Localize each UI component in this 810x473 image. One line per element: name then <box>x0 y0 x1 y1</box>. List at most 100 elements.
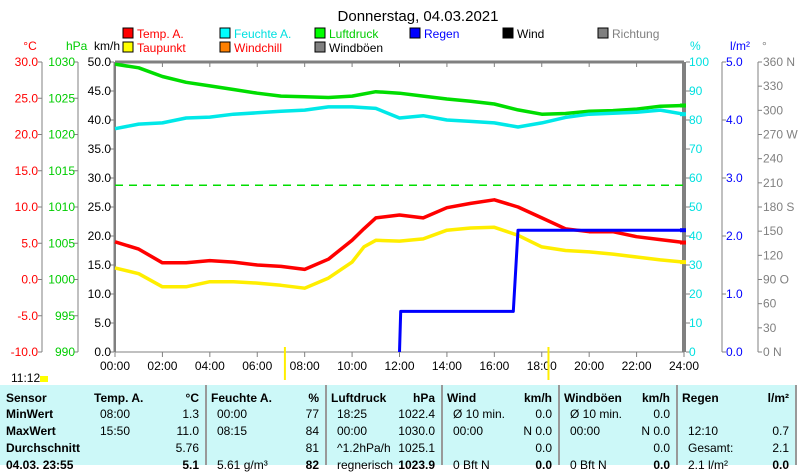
tick-label-temp: 15.0 <box>15 164 39 178</box>
table-header: Windböen km/h <box>558 390 676 406</box>
x-tick-label: 06:00 <box>242 359 272 373</box>
cell-label: 2.1 l/m² <box>688 458 729 472</box>
x-tick-label: 04:00 <box>195 359 225 373</box>
legend-label: Temp. A. <box>137 27 184 41</box>
table-row: 00:00 N 0.0 <box>441 423 558 439</box>
table-row: 81 <box>205 440 325 456</box>
tick-label-humidity: 10 <box>689 316 703 330</box>
axis-unit-humidity: % <box>690 39 701 53</box>
cell-label: Gesamt: <box>688 441 734 455</box>
axis-unit-direction: ° <box>762 39 767 53</box>
table-row: 00:00 1030.0 <box>325 423 441 439</box>
column-unit: hPa <box>412 391 435 405</box>
tick-label-rain: 4.0 <box>726 113 743 127</box>
table-column: Sensor MinWert MaxWert Durchschnitt 04.03. 2… <box>0 385 88 472</box>
series-end-marker <box>680 228 686 233</box>
x-tick-label: 00:00 <box>100 359 130 373</box>
tick-label-temp: 5.0 <box>21 236 38 250</box>
table-row: regnerisch 1023.9 <box>325 457 441 473</box>
tick-label-humidity: 90 <box>689 84 703 98</box>
cell-value: 1030.0 <box>398 424 435 438</box>
axis-unit-temp: °C <box>23 39 37 53</box>
table-header: Regen l/m² <box>676 390 795 406</box>
series-end-marker <box>680 103 686 108</box>
tick-label-temp: 20.0 <box>15 128 39 142</box>
column-title: Windböen <box>564 391 622 405</box>
tick-label-rain: 0.0 <box>726 345 743 359</box>
legend-label: Luftdruck <box>329 27 379 41</box>
tick-label-pressure: 1015 <box>48 164 75 178</box>
legend-swatch <box>409 27 421 39</box>
tick-label-humidity: 80 <box>689 113 703 127</box>
table-row: 08:00 1.3 <box>88 406 205 422</box>
tick-label-humidity: 0 <box>689 345 696 359</box>
tick-label-pressure: 995 <box>55 309 75 323</box>
series-taupunkt <box>114 225 685 290</box>
tick-label-direction: 150 <box>763 224 783 238</box>
cell-label: 15:50 <box>100 424 131 438</box>
tick-label-temp: 10.0 <box>15 200 39 214</box>
table-row: 00:00 77 <box>205 406 325 422</box>
cell-value: N 0.0 <box>523 424 552 438</box>
table-row: 2.1 l/m² 0.0 <box>676 457 795 473</box>
legend-swatch <box>122 27 134 39</box>
column-title: Temp. A. <box>94 391 144 405</box>
table-row: 04.03. 23:55 <box>0 457 88 473</box>
tick-label-wind: 10.0 <box>88 287 112 301</box>
axis-unit-pressure: hPa <box>66 39 88 53</box>
series-end-marker <box>680 240 686 245</box>
tick-label-wind: 0.0 <box>94 345 111 359</box>
tick-label-humidity: 70 <box>689 142 703 156</box>
tick-label-direction: 180 S <box>763 200 794 214</box>
table-column: Windböen km/h Ø 10 min. 0.0 00:00 N 0.0 0.0 0 B… <box>558 385 678 472</box>
series-end-marker <box>680 112 686 117</box>
table-header: Feuchte A.% <box>205 390 325 406</box>
legend-label: Windböen <box>329 41 383 55</box>
x-tick-label: 02:00 <box>147 359 177 373</box>
table-column: Temp. A. °C 08:00 1.3 15:50 11.0 5.76 5.1 <box>88 385 207 472</box>
tick-label-humidity: 30 <box>689 258 703 272</box>
x-tick-label: 14:00 <box>432 359 462 373</box>
legend-label: Feuchte A. <box>234 27 291 41</box>
sun-marker-icon <box>40 376 48 382</box>
cell-label: MinWert <box>6 407 54 421</box>
tick-label-temp: 0.0 <box>21 273 38 287</box>
tick-label-humidity: 20 <box>689 287 703 301</box>
tick-label-pressure: 1000 <box>48 273 75 287</box>
tick-label-direction: 300 <box>763 103 783 117</box>
column-unit: % <box>308 391 319 405</box>
cell-value: 5.1 <box>182 458 199 472</box>
table-row: 18:25 1022.4 <box>325 406 441 422</box>
legend-swatch <box>314 27 326 39</box>
tick-label-wind: 50.0 <box>88 55 112 69</box>
column-unit: km/h <box>641 391 670 405</box>
cell-value: 0.0 <box>653 407 670 421</box>
tick-label-wind: 25.0 <box>88 200 112 214</box>
table-row: Gesamt: 2.1 <box>676 440 795 456</box>
statistics-table: Sensor MinWert MaxWert Durchschnitt 04.03. 2… <box>0 385 797 472</box>
cell-value: 1.3 <box>182 407 199 421</box>
chart-title: Donnerstag, 04.03.2021 <box>338 8 499 25</box>
cell-label: 0 Bft N <box>570 458 607 472</box>
table-header: Wind km/h <box>441 390 558 406</box>
table-row: 0.0 <box>441 440 558 456</box>
cell-label: regnerisch <box>337 458 394 472</box>
cell-value: 1022.4 <box>398 407 435 421</box>
legend-swatch <box>219 41 231 53</box>
column-title: Regen <box>682 391 719 405</box>
legend-label: Regen <box>424 27 459 41</box>
tick-label-pressure: 1020 <box>48 128 75 142</box>
tick-label-humidity: 50 <box>689 200 703 214</box>
cell-label: Ø 10 min. <box>570 407 623 421</box>
cell-label: 18:25 <box>337 407 368 421</box>
cell-label: 08:15 <box>217 424 248 438</box>
tick-label-pressure: 1005 <box>48 236 75 250</box>
cell-label: Durchschnitt <box>6 441 81 455</box>
tick-label-direction: 30 <box>763 321 777 335</box>
x-tick-label: 18:00 <box>527 359 557 373</box>
cell-value: 0.0 <box>535 441 552 455</box>
x-tick-label: 12:00 <box>384 359 414 373</box>
tick-label-direction: 270 W <box>763 128 798 142</box>
tick-label-temp: 25.0 <box>15 91 39 105</box>
table-row: ^1.2hPa/h 1025.1 <box>325 440 441 456</box>
